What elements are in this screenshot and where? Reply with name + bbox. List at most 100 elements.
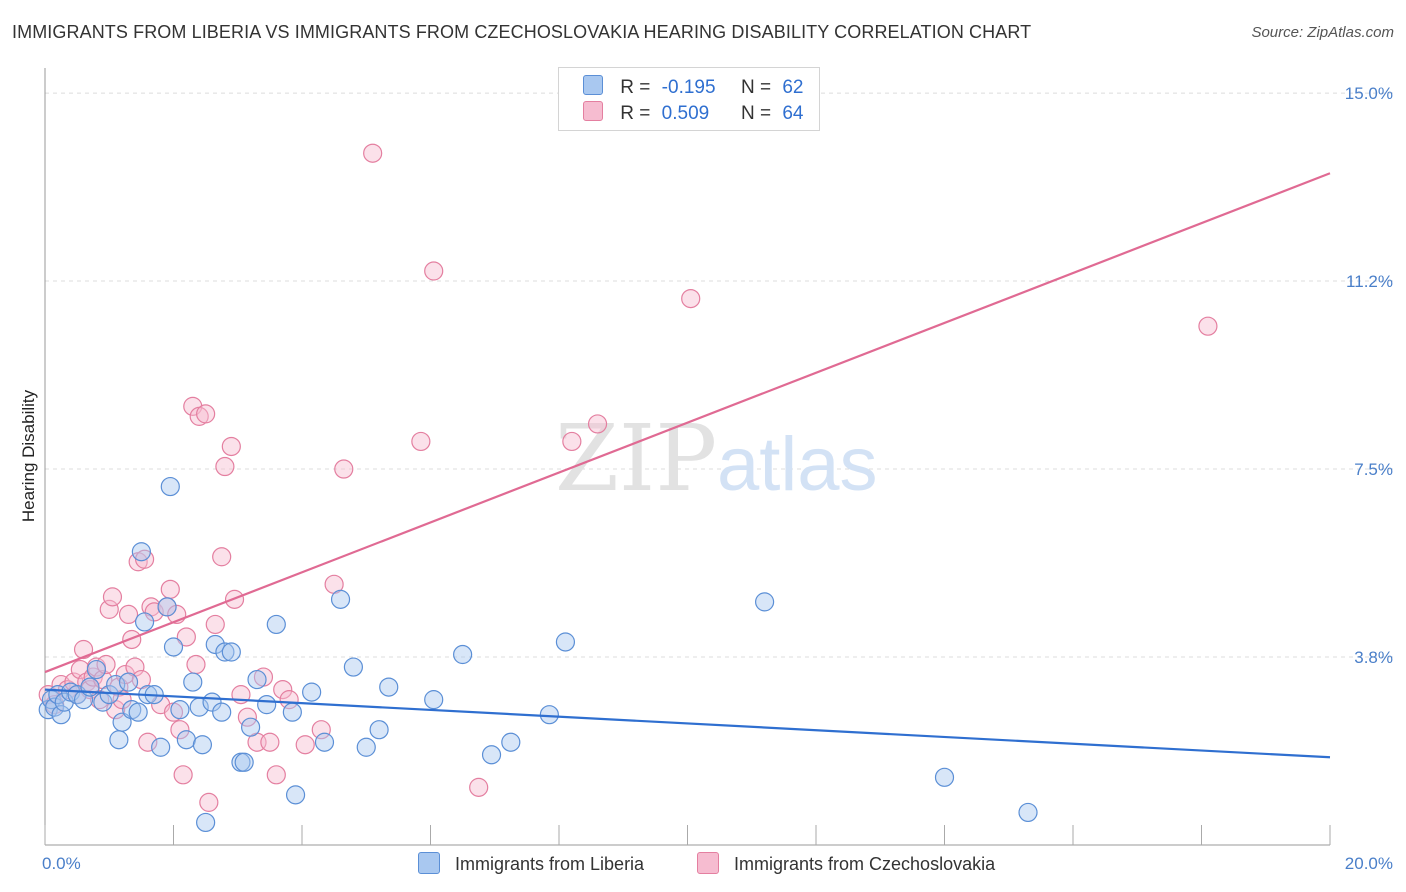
liberia-point-14 xyxy=(109,730,129,750)
liberia-n-label: N = xyxy=(740,77,772,98)
czechoslovakia-point-64 xyxy=(562,431,582,452)
liberia-point-44 xyxy=(282,702,302,722)
czechoslovakia-point-41 xyxy=(196,404,216,424)
czechoslovakia-point-63 xyxy=(469,777,489,797)
czechoslovakia-r-label: R = xyxy=(620,103,651,124)
liberia-point-2 xyxy=(45,697,65,717)
gridlines xyxy=(45,92,1395,658)
y-tick-label-1: 7.5% xyxy=(1354,460,1393,479)
trendlines xyxy=(44,172,1331,759)
liberia-point-12 xyxy=(99,685,119,705)
liberia-point-10 xyxy=(86,659,107,680)
liberia-point-4 xyxy=(51,705,71,725)
y-tick-label-0: 3.8% xyxy=(1354,648,1393,667)
liberia-point-42 xyxy=(257,695,277,715)
czechoslovakia-point-55 xyxy=(279,690,299,710)
liberia-point-23 xyxy=(151,737,171,757)
czechoslovakia-trendline xyxy=(44,172,1331,674)
czechoslovakia-point-14 xyxy=(96,654,116,675)
czechoslovakia-point-59 xyxy=(334,459,354,479)
liberia-point-46 xyxy=(302,682,322,702)
liberia-point-29 xyxy=(183,672,203,692)
liberia-point-45 xyxy=(285,785,306,805)
czechoslovakia-point-53 xyxy=(266,765,286,785)
liberia-point-20 xyxy=(134,612,155,632)
czechoslovakia-point-60 xyxy=(363,143,383,163)
czechoslovakia-point-46 xyxy=(221,436,241,457)
y-tick-label-2: 11.2% xyxy=(1346,272,1393,291)
x-tick-label-0: 0.0% xyxy=(42,854,81,873)
czechoslovakia-point-57 xyxy=(311,720,331,740)
liberia-trendline xyxy=(44,688,1331,759)
czechoslovakia-r-value: 0.509 xyxy=(661,103,710,124)
czechoslovakia-point-67 xyxy=(1198,316,1218,336)
liberia-point-60 xyxy=(934,767,955,787)
czechoslovakia-n-label: N = xyxy=(740,103,772,124)
watermark-zip: ZIP xyxy=(555,405,717,512)
liberia-point-19 xyxy=(131,542,151,562)
czechoslovakia-point-61 xyxy=(411,431,431,452)
czechoslovakia-point-42 xyxy=(199,792,219,812)
liberia-point-56 xyxy=(501,732,521,752)
czechoslovakia-swatch xyxy=(583,101,603,121)
czechoslovakia-points xyxy=(38,143,1218,812)
liberia-point-54 xyxy=(453,644,473,665)
liberia-point-55 xyxy=(481,745,502,765)
liberia-point-37 xyxy=(221,642,241,662)
liberia-point-40 xyxy=(241,717,261,737)
czechoslovakia-point-62 xyxy=(424,261,444,281)
czechoslovakia-point-16 xyxy=(102,587,123,607)
liberia-point-47 xyxy=(314,732,335,752)
czechoslovakia-point-43 xyxy=(205,614,225,635)
bottom-czechoslovakia-swatch xyxy=(697,852,719,874)
liberia-point-61 xyxy=(1018,802,1038,823)
liberia-r-label: R = xyxy=(620,77,651,98)
bottom-liberia-label: Immigrants from Liberia xyxy=(455,854,645,874)
czechoslovakia-point-15 xyxy=(99,599,119,619)
liberia-point-35 xyxy=(212,702,232,722)
liberia-point-43 xyxy=(266,614,286,635)
y-tick-label-3: 15.0% xyxy=(1345,84,1393,103)
legend-row-liberia: R = -0.195 N = 62 xyxy=(583,75,803,101)
czechoslovakia-point-18 xyxy=(109,677,129,697)
czechoslovakia-point-66 xyxy=(681,288,701,309)
czechoslovakia-n-value: 64 xyxy=(782,103,804,124)
liberia-point-51 xyxy=(369,720,389,740)
bottom-czechoslovakia-label: Immigrants from Czechoslovakia xyxy=(734,854,996,874)
bottom-legend-czechoslovakia: Immigrants from Czechoslovakia xyxy=(697,852,995,875)
source-credit: Source: ZipAtlas.com xyxy=(1251,24,1394,41)
liberia-point-41 xyxy=(247,669,267,690)
czechoslovakia-point-52 xyxy=(260,732,280,752)
liberia-point-52 xyxy=(379,677,399,697)
liberia-point-48 xyxy=(330,589,351,609)
czechoslovakia-point-37 xyxy=(176,627,196,647)
liberia-point-34 xyxy=(205,634,225,655)
tick-labels: 3.8% 7.5% 11.2% 15.0% 0.0% 20.0% xyxy=(42,84,1393,873)
watermark-atlas: atlas xyxy=(717,422,878,507)
liberia-point-57 xyxy=(539,705,559,725)
watermark: ZIP atlas xyxy=(555,405,878,512)
liberia-point-49 xyxy=(343,657,363,677)
czechoslovakia-point-35 xyxy=(170,720,190,740)
liberia-n-value: 62 xyxy=(782,77,804,98)
liberia-point-59 xyxy=(754,592,775,612)
czechoslovakia-point-45 xyxy=(215,456,235,477)
liberia-point-50 xyxy=(356,737,376,757)
czechoslovakia-point-56 xyxy=(295,735,315,755)
stats-legend: R = -0.195 N = 62 R = 0.509 N = 64 xyxy=(558,67,820,131)
liberia-swatch xyxy=(583,75,603,95)
czechoslovakia-point-36 xyxy=(173,765,193,785)
legend-row-czechoslovakia: R = 0.509 N = 64 xyxy=(583,101,803,127)
liberia-point-31 xyxy=(192,735,213,755)
liberia-point-36 xyxy=(215,642,235,662)
czechoslovakia-point-21 xyxy=(118,604,139,625)
bottom-liberia-swatch xyxy=(418,852,440,874)
liberia-point-39 xyxy=(234,752,254,772)
czechoslovakia-point-29 xyxy=(144,602,164,622)
liberia-point-27 xyxy=(170,700,190,720)
czechoslovakia-point-39 xyxy=(186,654,206,675)
liberia-point-32 xyxy=(196,812,216,833)
liberia-point-25 xyxy=(160,476,180,497)
liberia-points xyxy=(38,476,1038,833)
